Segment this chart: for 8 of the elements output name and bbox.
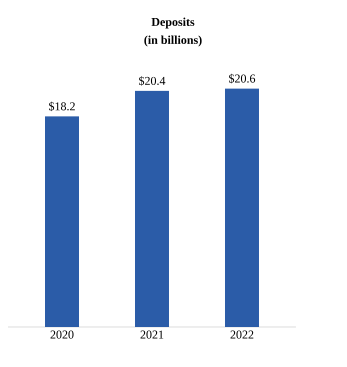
chart-subtitle: (in billions) <box>144 36 202 46</box>
chart-title: Deposits <box>152 18 194 28</box>
x-tick-label: 2022 <box>230 330 254 339</box>
x-tick-label: 2021 <box>140 330 164 339</box>
data-label: $20.6 <box>229 74 256 84</box>
data-label: $20.4 <box>139 76 166 86</box>
x-tick-label: 2020 <box>50 330 74 339</box>
data-label: $18.2 <box>49 102 75 112</box>
